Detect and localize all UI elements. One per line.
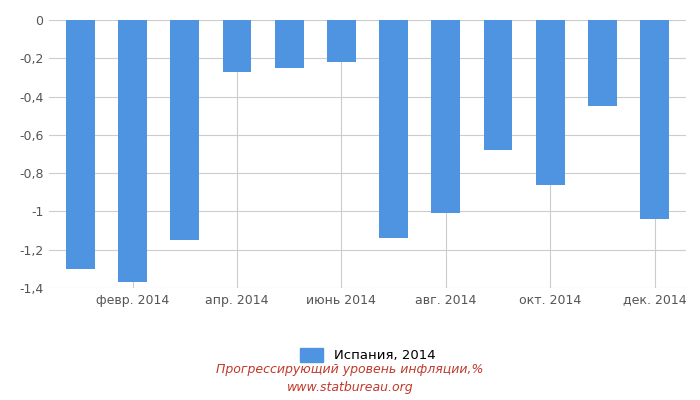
Bar (536, 20, 565, 185)
Bar (223, 20, 251, 72)
Legend: Испания, 2014: Испания, 2014 (300, 348, 435, 362)
Bar (379, 20, 408, 238)
Bar (170, 20, 199, 240)
Bar (118, 20, 147, 282)
Text: www.statbureau.org: www.statbureau.org (287, 382, 413, 394)
Bar (484, 20, 512, 150)
Bar (431, 20, 460, 213)
Bar (327, 20, 356, 62)
Bar (275, 20, 304, 68)
Bar (640, 20, 669, 219)
Text: Прогрессирующий уровень инфляции,%: Прогрессирующий уровень инфляции,% (216, 364, 484, 376)
Bar (588, 20, 617, 106)
Bar (66, 20, 94, 269)
